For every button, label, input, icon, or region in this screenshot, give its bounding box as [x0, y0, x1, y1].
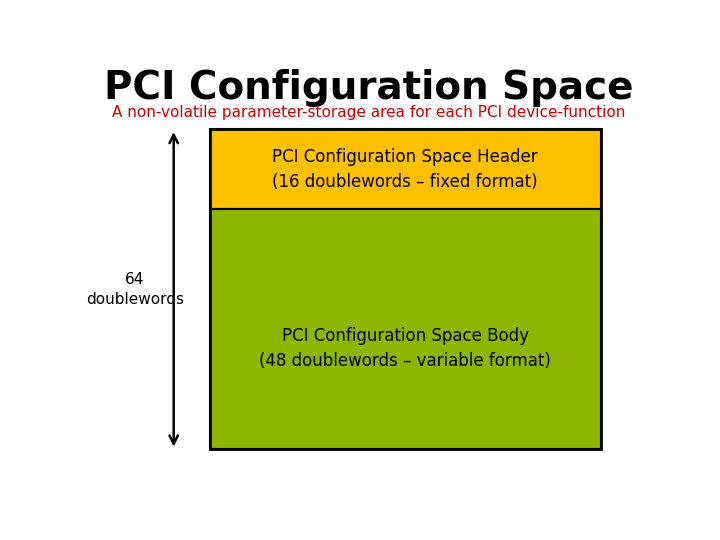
Text: A non-volatile parameter-storage area for each PCI device-function: A non-volatile parameter-storage area fo… — [112, 105, 626, 120]
Bar — [210, 129, 600, 449]
Text: PCI Configuration Space Body
(48 doublewords – variable format): PCI Configuration Space Body (48 doublew… — [259, 327, 552, 370]
Bar — [210, 210, 600, 449]
Text: PCI Configuration Space Header
(16 doublewords – fixed format): PCI Configuration Space Header (16 doubl… — [272, 148, 538, 191]
Text: PCI Configuration Space: PCI Configuration Space — [104, 69, 634, 107]
Text: 64
doublewords: 64 doublewords — [86, 272, 184, 307]
Bar — [210, 129, 600, 210]
